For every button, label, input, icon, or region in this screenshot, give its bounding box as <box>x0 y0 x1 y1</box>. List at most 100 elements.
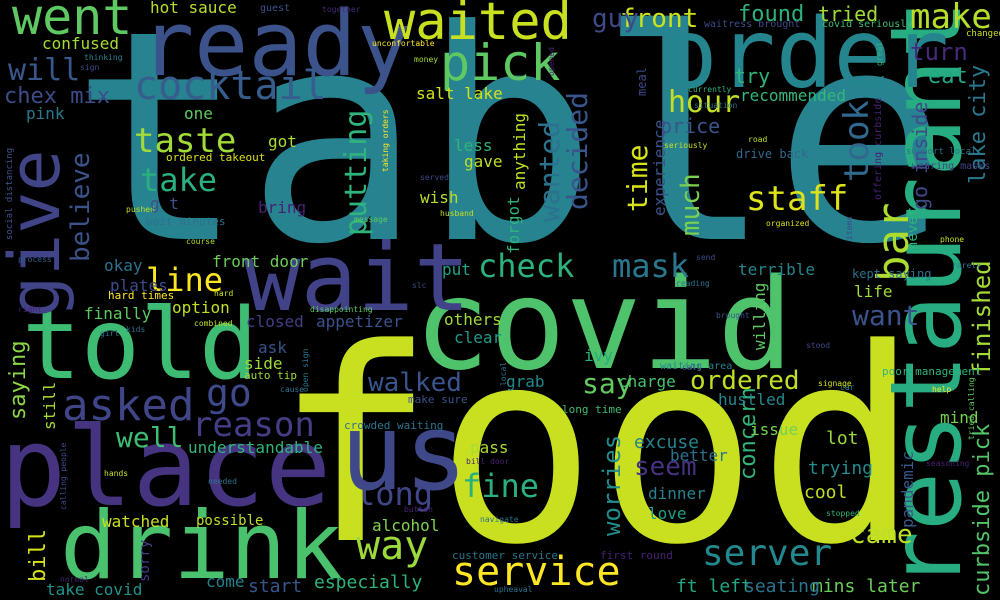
word: served <box>420 173 449 182</box>
word: open sign <box>301 348 310 392</box>
word: went <box>12 0 133 46</box>
word: seasoning <box>926 459 970 468</box>
word: process <box>18 255 52 264</box>
word: meal <box>635 67 649 96</box>
word: taste <box>134 121 237 161</box>
word: upheaval <box>494 585 533 594</box>
word: decided <box>561 91 594 210</box>
word: waiting area <box>660 361 733 372</box>
word: support local <box>906 147 977 157</box>
word: calling people <box>59 442 68 510</box>
word: local <box>499 361 508 386</box>
word: bring <box>258 198 307 217</box>
word: found <box>738 2 805 27</box>
word: curbside pick <box>970 423 995 596</box>
word: terrible <box>738 260 816 279</box>
word: social distancing <box>5 147 15 240</box>
word: told <box>22 288 259 402</box>
word: course <box>186 237 215 246</box>
word: combined <box>194 319 233 328</box>
word: guest <box>260 3 291 14</box>
word: anything <box>510 112 529 190</box>
word: tried calling <box>967 377 976 440</box>
word: lot <box>826 428 859 449</box>
word: ready <box>140 0 411 97</box>
word: waitress brought <box>704 19 801 30</box>
word: phone <box>940 235 965 244</box>
word: organized <box>766 219 810 228</box>
word: guy <box>592 4 639 34</box>
word: tried <box>818 2 879 26</box>
word: side <box>244 354 283 373</box>
word: willing <box>750 282 769 350</box>
word: wait <box>244 224 471 333</box>
word: check <box>478 247 575 285</box>
word: pink <box>26 104 65 123</box>
word: others <box>444 310 502 329</box>
word: dinner <box>648 484 706 503</box>
word: money <box>414 55 439 64</box>
word: bill door <box>466 457 510 466</box>
word: changed <box>966 29 1000 39</box>
word: opened <box>547 47 556 76</box>
word: make sure <box>408 393 468 406</box>
word: closed <box>246 312 304 331</box>
word: pick <box>440 34 561 92</box>
word: mask <box>612 247 690 285</box>
word: staff <box>746 179 849 219</box>
word: came <box>850 520 913 550</box>
word: waited <box>384 0 572 52</box>
word: take <box>140 161 218 199</box>
word: g t <box>150 194 179 213</box>
word: start <box>248 576 303 597</box>
word: wait minutes <box>146 215 226 228</box>
word: call <box>682 363 702 372</box>
word: watched <box>102 512 170 531</box>
word: offering curbside <box>873 97 884 200</box>
word: possible <box>196 513 264 529</box>
word: finished <box>968 260 996 376</box>
word: got <box>268 132 297 151</box>
word: navigate <box>480 515 519 524</box>
word: mind <box>940 408 979 427</box>
word: first round <box>600 549 673 562</box>
word: option <box>172 298 230 317</box>
word: table <box>70 0 949 308</box>
word: chex mix <box>4 84 110 109</box>
word: make <box>910 0 992 37</box>
word: time <box>621 144 654 212</box>
word: fine <box>462 467 540 505</box>
word: especially <box>314 572 423 593</box>
word: husband <box>440 209 474 218</box>
word: help <box>932 385 952 394</box>
word: trying <box>808 458 874 479</box>
word: place <box>0 403 332 531</box>
word: server <box>702 533 833 574</box>
word: message <box>354 215 388 224</box>
word: wanted <box>533 120 566 222</box>
word: understandable <box>188 438 323 457</box>
word: long <box>356 475 434 513</box>
word: us <box>340 391 468 514</box>
word: hard <box>214 289 234 298</box>
word: car <box>840 383 855 392</box>
word: forgot <box>504 196 523 254</box>
word: stood <box>806 341 831 350</box>
word: wish <box>420 188 459 207</box>
word: poor management <box>882 365 982 378</box>
word: brought <box>716 311 750 320</box>
word: order <box>660 0 949 110</box>
word: plates <box>110 276 168 295</box>
word: crowded waiting <box>344 419 444 432</box>
word: line <box>146 261 224 299</box>
word: worries <box>598 434 626 536</box>
word: take covid <box>46 580 143 599</box>
word: food <box>274 292 920 600</box>
word: road <box>748 135 768 144</box>
word: hard times <box>108 289 175 302</box>
word: right <box>18 305 43 314</box>
word: drink <box>60 492 343 600</box>
word: charge <box>618 372 676 391</box>
word: salt lake <box>416 84 503 103</box>
word: hot sauce <box>150 0 237 17</box>
